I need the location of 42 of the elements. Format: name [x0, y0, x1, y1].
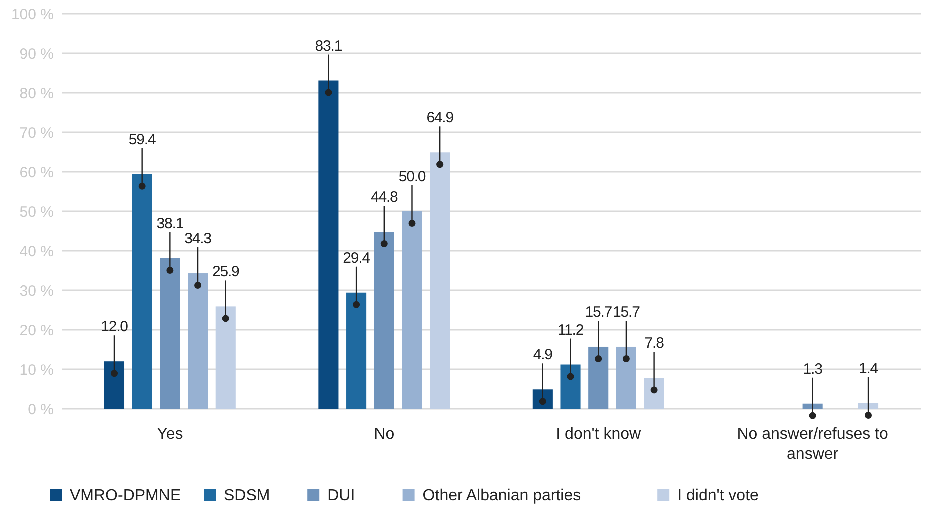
- bar: [188, 274, 208, 409]
- x-tick-label: No: [374, 426, 395, 443]
- data-label: 50.0: [398, 168, 426, 186]
- x-tick-label: No answer/refuses to answer: [737, 426, 889, 463]
- data-label: 4.9: [533, 346, 553, 364]
- bar: [802, 404, 823, 409]
- bar: [858, 403, 879, 409]
- data-label: 25.9: [212, 264, 240, 281]
- data-label: 44.8: [370, 189, 398, 206]
- data-label: 64.9: [426, 110, 454, 127]
- data-label: 15.7: [613, 304, 640, 321]
- bar: [318, 80, 339, 409]
- data-label: 38.1: [156, 216, 184, 233]
- bar: [104, 362, 125, 409]
- data-label: 29.4: [343, 250, 370, 267]
- data-label: 15.7: [585, 304, 612, 321]
- bar: [644, 378, 664, 409]
- bar: [374, 232, 394, 409]
- data-label: 34.3: [184, 230, 212, 248]
- legend-label: DUI: [328, 488, 356, 505]
- data-label: 12.0: [101, 318, 128, 336]
- x-tick-label: I don't know: [556, 426, 642, 443]
- legend-label: SDSM: [224, 488, 270, 505]
- bar: [430, 152, 450, 409]
- bar: [346, 292, 367, 409]
- legend-label: I didn't vote: [678, 488, 760, 505]
- data-label: 1.4: [858, 360, 878, 378]
- data-label: 59.4: [128, 131, 156, 148]
- bar: [402, 212, 422, 409]
- legend-label: VMRO-DPMNE: [70, 488, 182, 505]
- x-tick-label: Yes: [157, 426, 184, 443]
- data-label: 1.3: [803, 360, 823, 378]
- bar: [588, 346, 609, 409]
- bar: [616, 346, 636, 409]
- bar: [216, 306, 236, 409]
- bar: [132, 174, 152, 409]
- bar: [160, 258, 180, 409]
- data-label: 11.2: [558, 322, 584, 339]
- data-label: 83.1: [315, 38, 342, 55]
- data-label: 7.8: [644, 335, 664, 352]
- legend-label: Other Albanian parties: [422, 488, 582, 505]
- bar: [560, 364, 581, 409]
